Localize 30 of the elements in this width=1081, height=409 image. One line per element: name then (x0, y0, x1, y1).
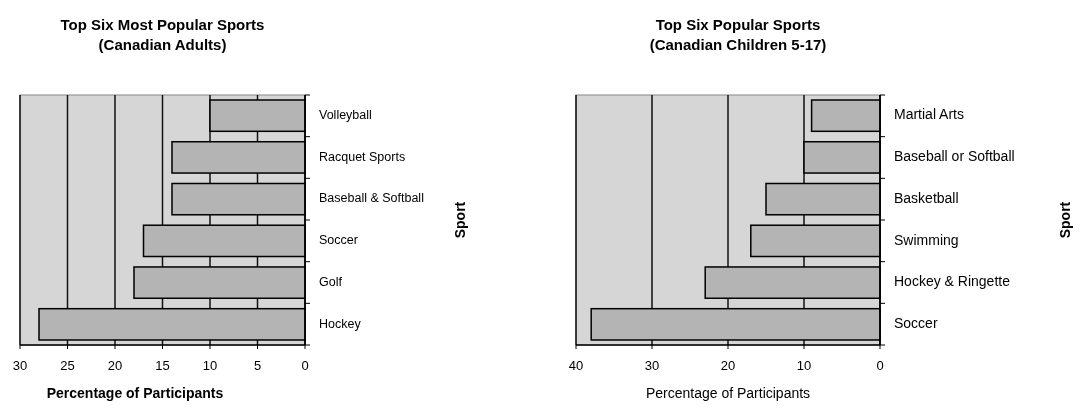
y-tick-label: Volleyball (319, 107, 372, 122)
y-tick-label: Soccer (894, 315, 938, 332)
y-tick-label: Baseball or Softball (894, 148, 1015, 165)
x-axis-title: Percentage of Participants (46, 385, 224, 401)
y-tick-label: Martial Arts (894, 106, 965, 123)
x-tick-label: 30 (12, 358, 28, 373)
y-axis-title: Sport (1057, 201, 1073, 239)
y-axis-title: Sport (452, 201, 468, 239)
y-tick-label: Hockey (319, 316, 362, 331)
x-tick-label: 20 (107, 358, 123, 373)
x-tick-label: 20 (720, 358, 736, 373)
y-tick-label: Racquet Sports (319, 149, 406, 164)
chart-title: Top Six Most Popular Sports (Canadian Adults) (60, 16, 265, 53)
x-tick-label: 30 (644, 358, 660, 373)
x-tick-label: 10 (202, 358, 218, 373)
y-tick-label: Golf (319, 274, 343, 289)
x-axis-title: Percentage of Participants (645, 385, 811, 401)
x-tick-label: 25 (60, 358, 75, 373)
x-tick-label: 5 (253, 358, 262, 373)
y-tick-label: Baseball & Softball (319, 191, 424, 206)
y-tick-label: Hockey & Ringette (894, 273, 1011, 290)
y-tick-label: Soccer (319, 233, 358, 248)
x-tick-label: 0 (876, 358, 884, 373)
y-tick-label: Swimming (894, 231, 959, 248)
x-tick-label: 10 (796, 358, 812, 373)
x-tick-label: 0 (301, 358, 309, 373)
x-tick-label: 15 (155, 358, 170, 373)
chart-title: Top Six Popular Sports (Canadian Children 5-17) (649, 16, 827, 53)
x-tick-label: 40 (568, 358, 584, 373)
y-tick-label: Basketball (894, 189, 959, 206)
